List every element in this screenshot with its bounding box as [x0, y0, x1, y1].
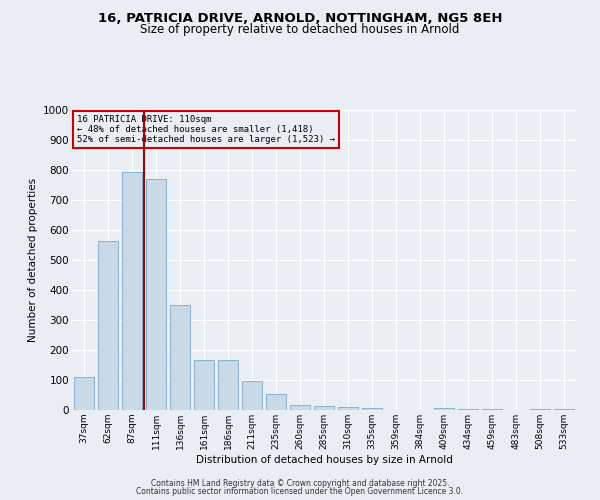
Bar: [170, 305, 190, 410]
Bar: [122, 172, 142, 410]
Y-axis label: Number of detached properties: Number of detached properties: [28, 178, 38, 342]
Bar: [554, 408, 574, 410]
Bar: [458, 408, 478, 410]
Bar: [314, 406, 334, 410]
X-axis label: Distribution of detached houses by size in Arnold: Distribution of detached houses by size …: [196, 454, 452, 464]
Bar: [74, 377, 94, 410]
Text: Size of property relative to detached houses in Arnold: Size of property relative to detached ho…: [140, 22, 460, 36]
Bar: [146, 179, 166, 410]
Text: 16, PATRICIA DRIVE, ARNOLD, NOTTINGHAM, NG5 8EH: 16, PATRICIA DRIVE, ARNOLD, NOTTINGHAM, …: [98, 12, 502, 26]
Text: Contains HM Land Registry data © Crown copyright and database right 2025.: Contains HM Land Registry data © Crown c…: [151, 478, 449, 488]
Bar: [434, 408, 454, 410]
Bar: [290, 404, 310, 410]
Bar: [482, 409, 502, 410]
Bar: [242, 380, 262, 410]
Bar: [338, 406, 358, 410]
Bar: [98, 240, 118, 410]
Bar: [362, 408, 382, 410]
Bar: [266, 394, 286, 410]
Text: 16 PATRICIA DRIVE: 110sqm
← 48% of detached houses are smaller (1,418)
52% of se: 16 PATRICIA DRIVE: 110sqm ← 48% of detac…: [77, 114, 335, 144]
Bar: [218, 360, 238, 410]
Text: Contains public sector information licensed under the Open Government Licence 3.: Contains public sector information licen…: [136, 487, 464, 496]
Bar: [530, 408, 550, 410]
Bar: [194, 360, 214, 410]
